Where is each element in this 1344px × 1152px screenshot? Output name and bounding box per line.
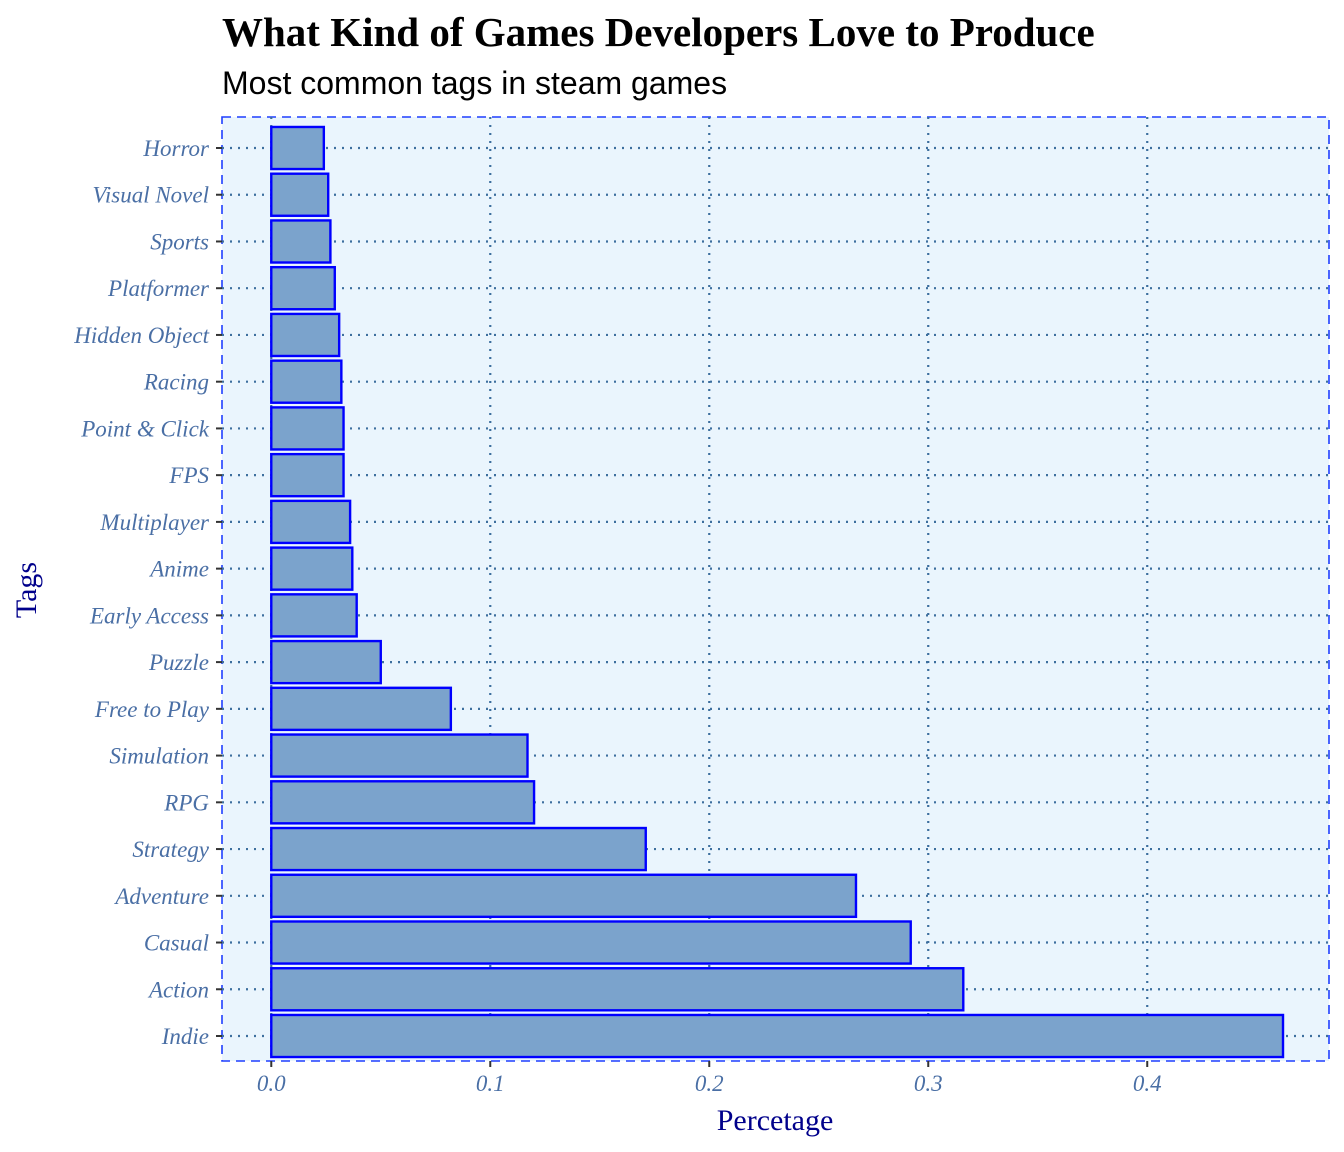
bar-horror (270, 125, 326, 171)
bar-simulation (270, 733, 529, 778)
bar-visual-novel (270, 172, 330, 217)
y-tick-label: Sports (150, 229, 209, 254)
y-tick-label: Anime (148, 557, 209, 582)
chart-title: What Kind of Games Developers Love to Pr… (222, 9, 1095, 55)
bar-early-access (270, 593, 358, 638)
bar-anime (270, 546, 354, 591)
x-axis-title: Percetage (717, 1104, 834, 1137)
bar-free-to-play (270, 686, 453, 732)
y-tick-label: Point & Click (80, 416, 210, 441)
bar-racing (270, 359, 343, 404)
bar-hidden-object (270, 312, 341, 358)
bar-indie (270, 1013, 1285, 1059)
y-tick-label: Adventure (113, 884, 209, 909)
x-tick-label: 0.1 (476, 1071, 505, 1096)
y-tick-label: Puzzle (148, 650, 209, 675)
y-tick-label: Visual Novel (93, 183, 209, 208)
bar-strategy (270, 826, 647, 872)
x-tick-label: 0.4 (1133, 1071, 1162, 1096)
y-tick-label: Early Access (89, 603, 209, 628)
bar-multiplayer (270, 499, 352, 545)
bar-sports (270, 219, 332, 264)
bar-action (270, 967, 965, 1012)
y-tick-label: Indie (161, 1024, 209, 1049)
y-tick-label: Platformer (107, 276, 210, 301)
bar-casual (270, 920, 912, 965)
bar-puzzle (270, 639, 382, 685)
bar-adventure (270, 873, 858, 919)
y-tick-label: Horror (142, 136, 210, 161)
bar-point-click (270, 406, 345, 451)
x-tick-label: 0.3 (914, 1071, 943, 1096)
x-tick-label: 0.0 (257, 1071, 286, 1096)
chart-subtitle: Most common tags in steam games (222, 65, 727, 101)
y-axis-title: Tags (10, 562, 43, 618)
y-tick-label: Simulation (109, 744, 209, 769)
x-axis-ticks: 0.0 0.1 0.2 0.3 0.4 (257, 1061, 1162, 1096)
y-tick-label: Multiplayer (99, 510, 210, 535)
bar-fps (270, 452, 345, 498)
y-tick-label: Hidden Object (73, 323, 209, 348)
y-tick-label: FPS (168, 463, 209, 488)
y-tick-label: Strategy (132, 837, 209, 862)
y-tick-label: Free to Play (94, 697, 210, 722)
plot-panel (221, 116, 1330, 1062)
y-tick-label: Racing (143, 370, 209, 395)
x-tick-label: 0.2 (695, 1071, 724, 1096)
bar-rpg (270, 780, 536, 825)
y-axis-ticks: Indie Action Casual Adventure Strategy RPG Sim… (73, 136, 222, 1049)
y-tick-label: Action (147, 977, 209, 1002)
y-tick-label: RPG (163, 790, 209, 815)
bars (270, 125, 1285, 1059)
y-tick-label: Casual (144, 931, 209, 956)
bar-platformer (270, 265, 336, 311)
